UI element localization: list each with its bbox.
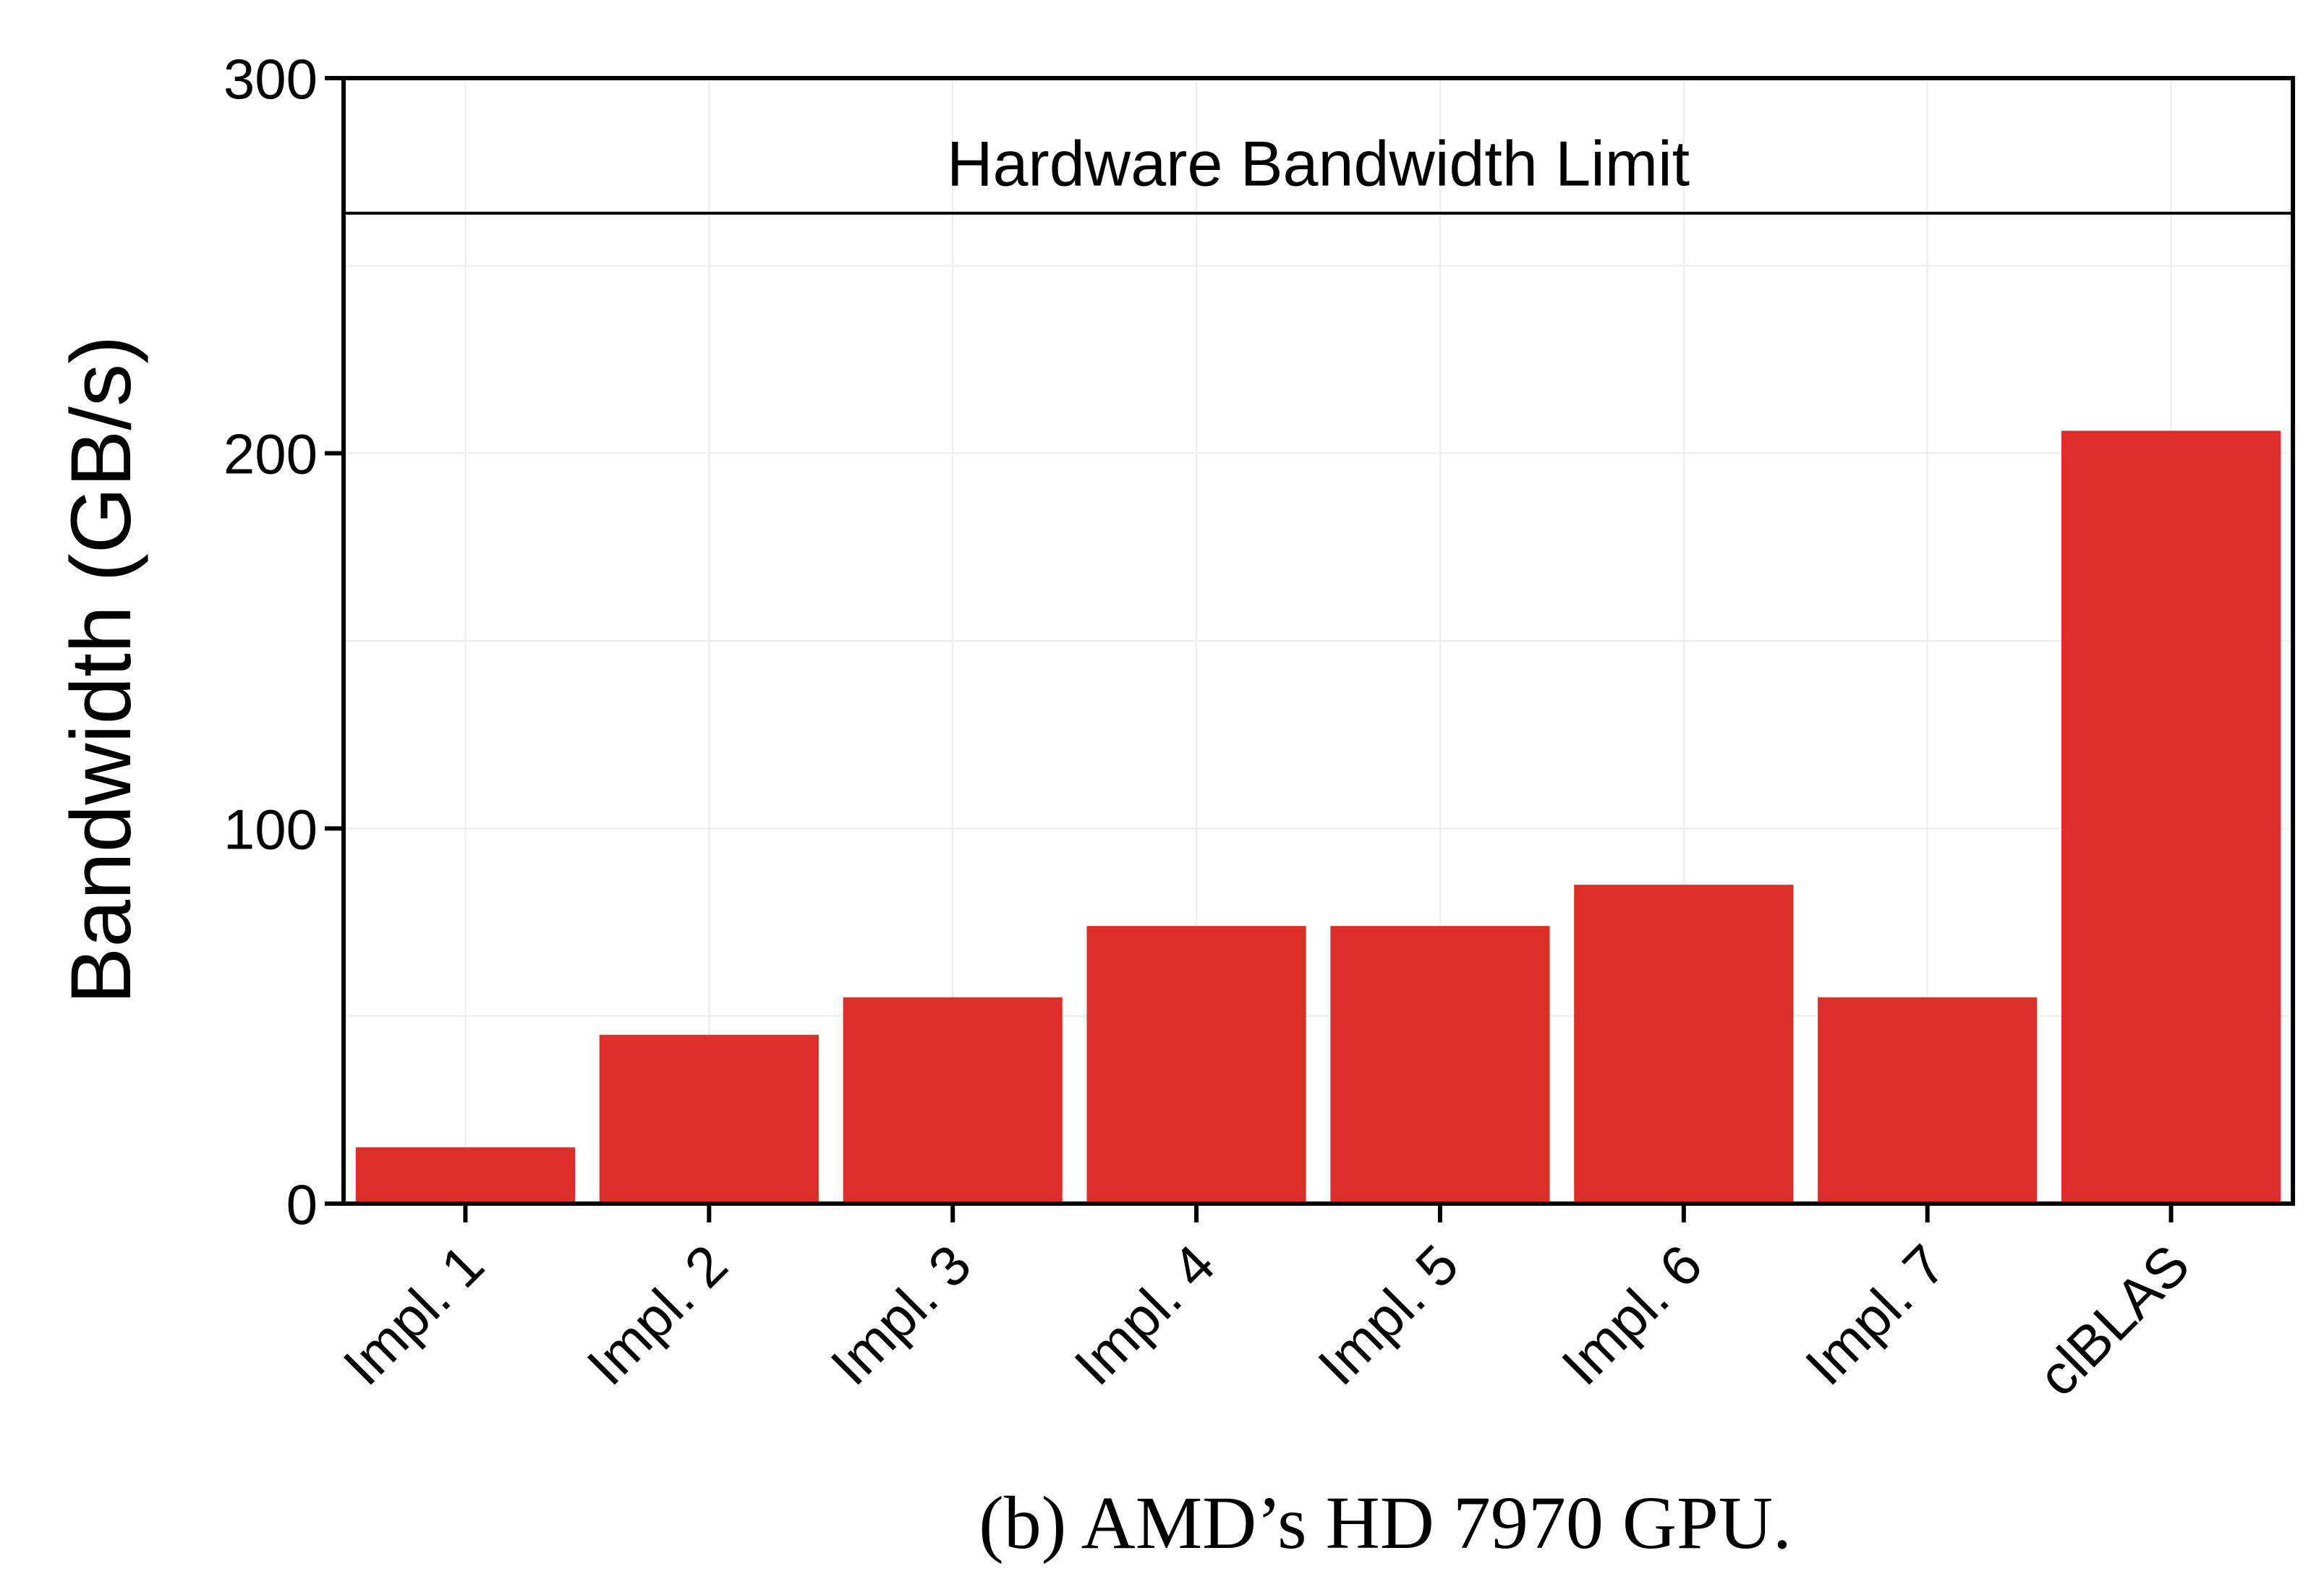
bar	[1574, 885, 1794, 1204]
y-tick-label: 100	[224, 797, 318, 861]
y-tick-label: 300	[224, 47, 318, 111]
x-axis: Impl. 1 Impl. 2 Impl. 3 Impl. 4 Impl. 5 Impl.…	[331, 1204, 2202, 1408]
bar	[599, 1034, 819, 1204]
y-axis-label: Bandwidth (GB/s)	[54, 336, 149, 1005]
y-tick-label: 200	[224, 422, 318, 486]
bars	[355, 430, 2281, 1204]
x-tick-label: Impl. 4	[1062, 1233, 1227, 1397]
bar	[2061, 430, 2281, 1204]
y-axis: 0 100 200 300	[224, 47, 344, 1236]
bar	[1818, 997, 2038, 1204]
bar	[1086, 926, 1306, 1204]
bar	[1330, 926, 1550, 1204]
bar	[843, 997, 1063, 1204]
x-tick-label: Impl. 7	[1793, 1233, 1958, 1397]
plot-frame	[341, 76, 2295, 1206]
figure-caption: (b) AMD’s HD 7970 GPU.	[979, 1481, 1792, 1565]
y-tick-label: 0	[286, 1173, 318, 1236]
x-tick-label: Impl. 2	[575, 1233, 740, 1397]
bar	[355, 1147, 576, 1204]
x-tick-label: Impl. 1	[331, 1233, 496, 1397]
x-tick-label: Impl. 6	[1549, 1233, 1714, 1397]
reference-line-group: Hardware Bandwidth Limit	[344, 128, 2293, 215]
x-tick-label: clBLAS	[2025, 1233, 2201, 1408]
hardware-limit-label: Hardware Bandwidth Limit	[947, 128, 1690, 200]
x-tick-label: Impl. 3	[818, 1233, 983, 1397]
x-tick-label: Impl. 5	[1306, 1233, 1470, 1397]
